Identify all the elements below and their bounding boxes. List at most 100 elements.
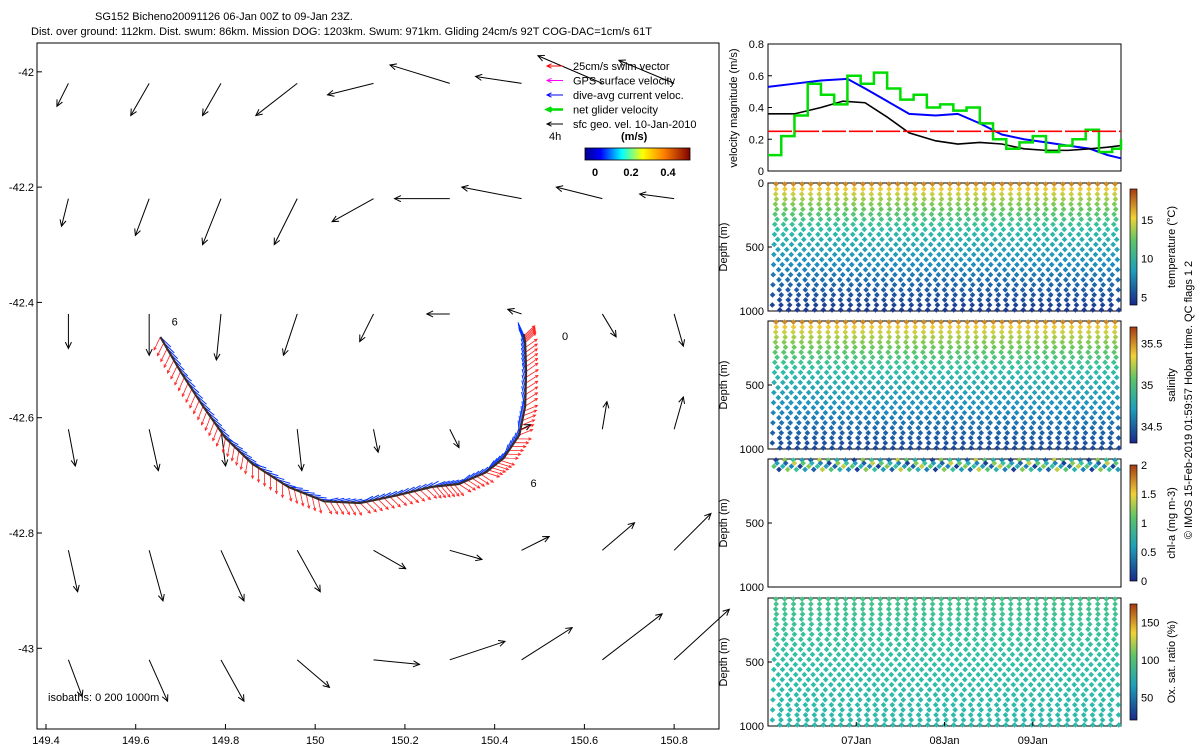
swim-vector-arrow xyxy=(280,483,285,499)
profile-sample-point xyxy=(809,236,816,243)
profile-sample-point xyxy=(880,266,886,273)
profile-sample-point xyxy=(831,251,838,258)
swim-vector-arrow-head xyxy=(167,370,171,374)
profile-sample-point xyxy=(858,231,865,238)
profile-sample-point xyxy=(895,196,901,202)
profile-sample-point xyxy=(917,302,923,308)
profile-sample-point xyxy=(910,241,917,248)
colorbar-tick-2: 0.4 xyxy=(660,167,676,179)
swim-vector-arrow xyxy=(204,416,211,432)
profile-colorbar-tick: 34.5 xyxy=(1141,421,1162,433)
surface-vector-arrow xyxy=(601,313,617,338)
map-xtick-label: 149.6 xyxy=(122,735,150,747)
swim-vector-arrow xyxy=(514,441,530,445)
profile-sample-point xyxy=(821,302,828,308)
profile-sample-point xyxy=(909,271,916,278)
profile-sample-point xyxy=(874,281,881,288)
surface-vector-arrow xyxy=(673,395,686,430)
swim-vector-arrow-shaft xyxy=(525,362,539,372)
profile-sample-point xyxy=(932,286,939,293)
surface-vector-arrow-head xyxy=(70,459,78,468)
profile-sample-point xyxy=(844,226,850,233)
profile-sample-point xyxy=(894,201,900,208)
profile-sample-point xyxy=(845,266,851,273)
swim-vector-arrow-shaft xyxy=(335,501,344,515)
swim-vector-arrow-head xyxy=(358,512,362,516)
profile-sample-point xyxy=(771,251,777,258)
swim-vector-arrow xyxy=(230,446,235,462)
profile-sample-point xyxy=(884,241,890,248)
swim-vector-arrow-shaft xyxy=(436,486,446,498)
swim-vector-arrow xyxy=(189,394,196,409)
surface-vector-arrow xyxy=(67,659,84,698)
profile-sample-point xyxy=(882,292,889,298)
profile-sample-point xyxy=(915,297,922,303)
swim-vector-arrow-head xyxy=(534,392,539,396)
profile-sample-point xyxy=(872,307,879,313)
profile-sample-point xyxy=(796,271,803,278)
profile-ylabel: Depth (m) xyxy=(718,638,730,687)
profile-sample-point xyxy=(892,251,899,258)
profile-sample-point xyxy=(778,292,785,298)
surface-vector-arrow-head xyxy=(506,307,515,315)
profile-sample-point xyxy=(795,302,802,308)
profile-sample-point xyxy=(935,281,941,288)
surface-vector-arrow xyxy=(359,313,374,343)
swim-vector-arrow xyxy=(506,452,522,456)
profile-sample-point xyxy=(888,266,895,273)
map-axes-frame xyxy=(36,42,720,730)
profile-sample-point xyxy=(771,241,777,248)
profile-sample-point xyxy=(848,281,854,288)
profile-ytick-label: 1000 xyxy=(740,444,764,456)
swim-vector-arrow xyxy=(185,388,193,403)
profile-sample-point xyxy=(913,236,920,243)
profile-sample-point xyxy=(856,302,863,308)
profile-sample-point xyxy=(925,302,932,308)
surface-vector-arrow-head xyxy=(373,445,381,454)
profile-sample-point xyxy=(854,297,861,303)
profile-sample-point xyxy=(860,206,867,213)
profile-sample-point xyxy=(878,226,885,233)
swim-vector-arrow-shaft xyxy=(174,371,181,385)
swim-vector-arrow xyxy=(239,455,244,471)
surface-vector-arrow-shaft xyxy=(273,198,298,245)
profile-sample-point xyxy=(770,281,776,288)
swim-vector-arrow xyxy=(347,502,356,516)
profile-sample-point xyxy=(912,196,919,202)
profile-sample-point xyxy=(824,211,831,218)
profile-sample-point xyxy=(907,307,914,313)
swim-vector-arrow xyxy=(293,489,299,505)
swim-vector-arrow-shaft xyxy=(525,343,538,353)
swim-vector-arrow-shaft xyxy=(472,477,485,487)
velocity-ytick-label: 0.4 xyxy=(749,103,764,115)
swim-vector-arrow xyxy=(389,496,401,508)
profile-ytick-label: 1000 xyxy=(740,306,764,318)
profile-sample-point xyxy=(774,236,781,243)
profile-sample-point xyxy=(796,281,802,288)
profile-colorbar-gradient xyxy=(1129,603,1138,721)
profile-sample-point xyxy=(936,231,943,238)
profile-sample-point xyxy=(853,236,859,243)
profile-sample-point xyxy=(798,191,805,197)
profile-sample-point xyxy=(888,246,894,253)
surface-vector-arrow xyxy=(602,521,636,551)
profile-sample-point xyxy=(916,307,922,313)
profile-sample-point xyxy=(833,201,840,208)
profile-sample-point xyxy=(886,196,893,202)
swim-vector-arrow-head xyxy=(433,495,438,499)
profile-sample-point xyxy=(927,241,934,248)
surface-vector-arrow-shaft xyxy=(601,401,608,430)
swim-vector-arrow-shaft xyxy=(521,419,535,426)
profile-sample-point xyxy=(804,292,811,298)
profile-sample-point xyxy=(800,226,807,233)
profile-sample-point xyxy=(827,236,833,243)
profile-sample-point xyxy=(843,216,850,223)
profile-sample-point xyxy=(858,241,864,248)
swim-vector-arrow xyxy=(250,463,255,480)
swim-vector-arrow-shaft xyxy=(157,342,165,356)
swim-vector-arrow xyxy=(311,496,317,512)
swim-vector-arrow-shaft xyxy=(413,490,425,502)
surface-vector-arrow xyxy=(601,400,610,430)
profile-sample-point xyxy=(832,221,839,228)
profile-sample-point xyxy=(824,221,830,228)
